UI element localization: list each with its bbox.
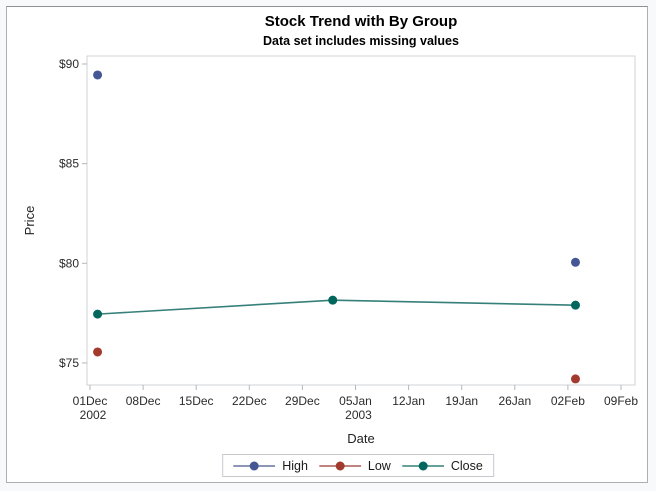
y-axis-title: Price (22, 206, 37, 236)
chart-subtitle: Data set includes missing values (263, 34, 459, 48)
x-tick-year-label: 2003 (345, 408, 372, 422)
x-axis-title: Date (347, 431, 374, 446)
x-tick-label: 26Jan (498, 394, 531, 408)
high-legend-marker-icon (233, 461, 276, 470)
y-tick-label: $80 (59, 256, 79, 270)
chart-title: Stock Trend with By Group (264, 13, 458, 30)
close-legend-marker-icon (401, 461, 444, 470)
x-tick-label: 19Jan (445, 394, 478, 408)
x-tick-label: 09Feb (604, 394, 638, 408)
x-tick-label: 01Dec (73, 394, 108, 408)
legend-item-close: Close (401, 458, 483, 473)
x-tick-label: 08Dec (126, 394, 161, 408)
close-data-marker (93, 309, 103, 319)
y-tick-label: $85 (59, 157, 79, 171)
plot-wall (86, 55, 636, 386)
x-tick-label: 15Dec (179, 394, 214, 408)
high-data-marker (570, 257, 580, 267)
legend-item-high: High (233, 459, 308, 473)
legend: High Low Close (222, 454, 494, 477)
low-data-marker (570, 374, 580, 384)
close-data-marker (328, 295, 338, 305)
y-tick-label: $75 (59, 356, 79, 370)
legend-item-label: Low (367, 458, 391, 473)
legend-item-label: Close (450, 458, 483, 473)
x-tick-label: 12Jan (392, 394, 425, 408)
high-data-marker (93, 70, 103, 80)
legend-item-label: High (282, 458, 308, 473)
x-tick-label: 29Dec (285, 394, 320, 408)
x-tick-year-label: 2002 (80, 408, 107, 422)
legend-item-low: Low (318, 458, 391, 473)
y-tick-label: $90 (59, 57, 79, 71)
low-data-marker (93, 347, 103, 357)
x-tick-label: 02Feb (551, 394, 585, 408)
x-tick-label: 22Dec (232, 394, 267, 408)
close-data-marker (570, 300, 580, 310)
low-legend-marker-icon (318, 461, 361, 470)
x-tick-label: 05Jan (339, 394, 372, 408)
